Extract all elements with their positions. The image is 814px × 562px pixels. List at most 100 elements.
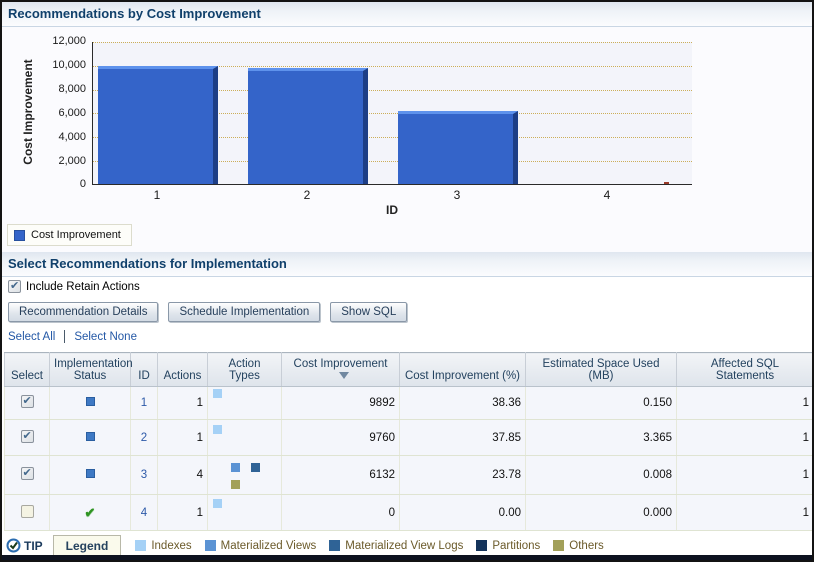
- include-retain-actions-label: Include Retain Actions: [26, 280, 140, 293]
- select-all-link[interactable]: Select All: [8, 330, 56, 343]
- tip-label: TIP: [24, 538, 43, 553]
- column-header-cost-improvement[interactable]: Cost Improvement: [281, 352, 400, 387]
- chart-legend: Cost Improvement: [7, 224, 132, 246]
- legend-item-partitions: Partitions: [476, 540, 540, 552]
- actions-count: 1: [157, 419, 208, 456]
- chart-section-title: Recommendations by Cost Improvement: [2, 2, 812, 27]
- zero-bar-marker: [664, 182, 669, 184]
- recommendation-details-button[interactable]: Recommendation Details: [8, 302, 159, 322]
- y-tick-label: 12,000: [52, 35, 86, 47]
- column-header-affected-sql[interactable]: Affected SQL Statements: [676, 352, 812, 387]
- recommendation-id-link[interactable]: 4: [140, 506, 148, 519]
- status-pending-icon: [85, 397, 95, 406]
- tip-icon: [6, 538, 21, 553]
- schedule-implementation-button[interactable]: Schedule Implementation: [168, 302, 321, 322]
- row-select-checkbox[interactable]: [20, 394, 34, 408]
- action-type-materialized-views-icon: [231, 463, 240, 472]
- x-tick-label: 1: [153, 188, 161, 202]
- column-header-space-used[interactable]: Estimated Space Used (MB): [525, 352, 677, 387]
- y-tick-label: 2,000: [58, 155, 86, 167]
- cost-improvement-pct-value: 37.85: [399, 419, 526, 456]
- cost-improvement-value: 9760: [281, 419, 400, 456]
- legend-box-label: Legend: [52, 534, 122, 557]
- recommendation-id-link[interactable]: 3: [140, 469, 148, 481]
- bar-id-3: [398, 111, 518, 184]
- action-type-legend-bar: TIP Legend Indexes Materialized Views Ma…: [2, 533, 812, 558]
- sort-descending-icon[interactable]: [338, 372, 349, 380]
- status-pending-icon: [85, 469, 95, 478]
- action-type-others-icon: [231, 480, 240, 489]
- x-axis-title: ID: [386, 203, 398, 217]
- recommendation-id-link[interactable]: 1: [140, 397, 148, 409]
- actions-count: 1: [157, 494, 208, 531]
- actions-count: 1: [157, 386, 208, 420]
- cost-improvement-value: 0: [281, 494, 400, 531]
- partitions-swatch-icon: [476, 540, 488, 551]
- y-tick-label: 4,000: [58, 131, 86, 143]
- cost-improvement-pct-value: 0.00: [399, 494, 526, 531]
- include-retain-actions-row: Include Retain Actions: [8, 279, 140, 293]
- include-retain-actions-checkbox[interactable]: [8, 279, 21, 293]
- column-header-actions[interactable]: Actions: [157, 352, 208, 387]
- legend-item-others: Others: [553, 540, 604, 552]
- space-used-value: 0.000: [525, 494, 677, 531]
- window-bottom-edge: [2, 555, 812, 560]
- chart-legend-label: Cost Improvement: [31, 229, 121, 241]
- table-row: ✔ 4 1 0 0.00 0.000 1: [4, 494, 812, 531]
- legend-item-indexes: Indexes: [135, 539, 192, 552]
- selection-links: Select All Select None: [8, 330, 137, 343]
- table-row: 2 1 9760 37.85 3.365 1: [4, 419, 812, 456]
- status-pending-icon: [85, 431, 95, 441]
- gridline: [93, 90, 692, 91]
- gridline: [93, 66, 692, 67]
- status-implemented-check-icon: ✔: [84, 504, 96, 520]
- cost-improvement-value: 9892: [281, 386, 400, 420]
- gridline: [93, 42, 692, 43]
- cost-improvement-bar-chart: Cost Improvement 12,000 10,000 8,000 6,0…: [2, 27, 812, 252]
- indexes-swatch-icon: [135, 540, 147, 551]
- legend-item-label: Partitions: [492, 539, 541, 552]
- plot-area: [92, 42, 692, 185]
- materialized-view-logs-swatch-icon: [329, 540, 341, 551]
- action-buttons: Recommendation Details Schedule Implemen…: [8, 302, 408, 322]
- space-used-value: 3.365: [525, 419, 677, 456]
- gridline: [93, 161, 692, 162]
- materialized-views-swatch-icon: [204, 540, 216, 551]
- column-header-implementation-status[interactable]: Implementation Status: [49, 352, 133, 387]
- column-header-select[interactable]: Select: [4, 352, 50, 387]
- table-section-title: Select Recommendations for Implementatio…: [2, 252, 812, 277]
- recommendation-id-link[interactable]: 2: [140, 431, 148, 444]
- row-select-checkbox[interactable]: [20, 504, 34, 518]
- column-header-cost-improvement-pct[interactable]: Cost Improvement (%): [399, 352, 526, 387]
- cost-improvement-pct-value: 23.78: [399, 455, 526, 495]
- action-type-materialized-view-logs-icon: [251, 463, 260, 472]
- column-header-id[interactable]: ID: [130, 352, 158, 387]
- bar-id-1: [98, 66, 218, 184]
- legend-item-label: Materialized Views: [220, 539, 317, 552]
- x-tick-label: 2: [303, 188, 311, 202]
- cost-improvement-pct-value: 38.36: [399, 386, 526, 420]
- select-none-link[interactable]: Select None: [74, 330, 137, 343]
- affected-sql-value: 1: [676, 386, 812, 420]
- cost-improvement-legend-swatch: [14, 229, 25, 241]
- gridline: [93, 137, 692, 138]
- others-swatch-icon: [553, 540, 565, 551]
- space-used-value: 0.150: [525, 386, 677, 420]
- show-sql-button[interactable]: Show SQL: [330, 302, 408, 322]
- actions-count: 4: [157, 455, 208, 495]
- row-select-checkbox[interactable]: [20, 466, 34, 480]
- legend-item-label: Others: [569, 539, 604, 552]
- affected-sql-value: 1: [676, 455, 812, 495]
- action-type-indexes-icon: [213, 499, 222, 508]
- table-row: 1 1 9892 38.36 0.150 1: [4, 386, 812, 420]
- row-select-checkbox[interactable]: [20, 429, 34, 443]
- legend-item-label: Indexes: [151, 539, 192, 552]
- action-type-indexes-icon: [213, 425, 222, 434]
- legend-item-materialized-view-logs: Materialized View Logs: [329, 540, 463, 552]
- y-tick-label: 10,000: [52, 59, 86, 71]
- affected-sql-value: 1: [676, 419, 812, 456]
- y-tick-label: 8,000: [58, 83, 86, 95]
- y-tick-label: 0: [79, 178, 86, 190]
- column-header-action-types[interactable]: Action Types: [207, 352, 282, 387]
